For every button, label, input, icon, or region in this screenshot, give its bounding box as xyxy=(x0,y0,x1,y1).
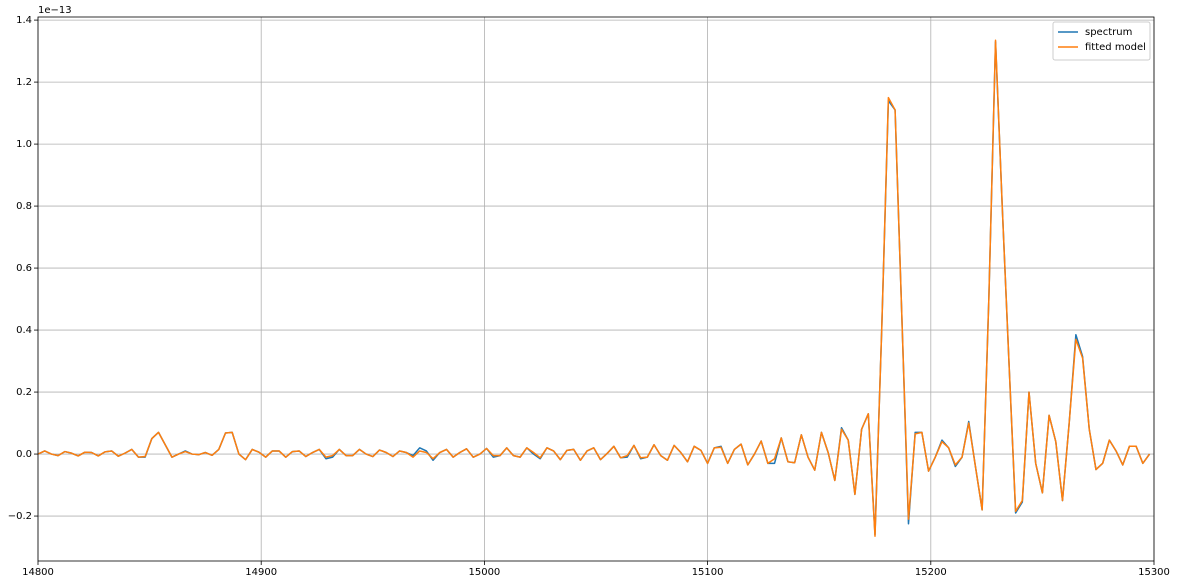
x-tick-label: 15100 xyxy=(692,567,724,578)
y-tick-label: 1.2 xyxy=(16,77,32,88)
y-tick-label: 0.2 xyxy=(16,387,32,398)
y-tick-label: −0.2 xyxy=(8,511,32,522)
y-tick-label: 0.4 xyxy=(16,325,32,336)
x-tick-label: 14900 xyxy=(245,567,277,578)
y-tick-label: 0.0 xyxy=(16,449,32,460)
line xyxy=(38,41,1151,536)
y-offset-label: 1e−13 xyxy=(38,5,72,16)
legend-label: spectrum xyxy=(1085,27,1132,38)
y-tick-label: 0.6 xyxy=(16,263,32,274)
y-tick-label: 0.8 xyxy=(16,201,32,212)
line xyxy=(38,39,1151,537)
x-tick-label: 15000 xyxy=(468,567,500,578)
y-tick-label: 1.4 xyxy=(16,15,32,26)
plot-frame xyxy=(37,16,1155,562)
y-tick-label: 1.0 xyxy=(16,139,32,150)
x-tick-label: 15300 xyxy=(1138,567,1170,578)
x-tick-label: 15200 xyxy=(915,567,947,578)
x-tick-label: 14800 xyxy=(22,567,54,578)
legend-label: fitted model xyxy=(1085,42,1146,53)
